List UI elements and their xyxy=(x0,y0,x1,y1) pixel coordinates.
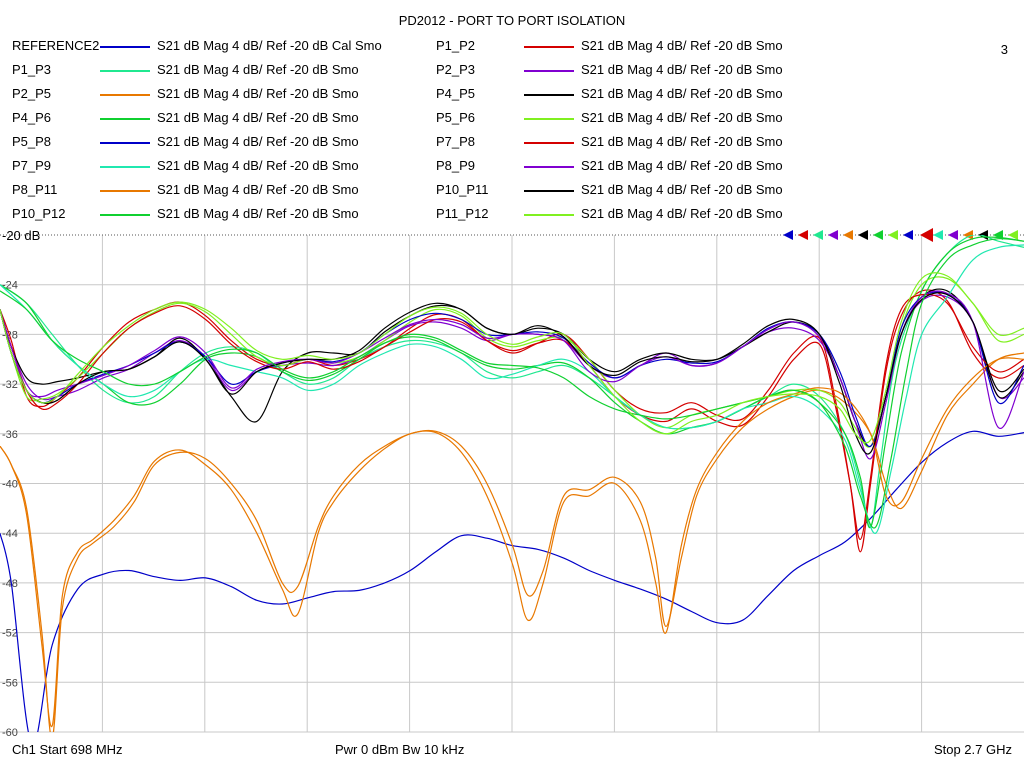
legend-trace-format: S21 dB Mag 4 dB/ Ref -20 dB Smo xyxy=(581,110,783,125)
legend-trace-name: P5_P8 xyxy=(12,134,52,149)
legend-line-swatch xyxy=(524,46,574,48)
legend-trace-format: S21 dB Mag 4 dB/ Ref -20 dB Smo xyxy=(157,158,359,173)
legend-trace-name: P11_P12 xyxy=(436,206,489,221)
y-tick-label: -56 xyxy=(2,677,18,689)
legend-trace-name: P10_P12 xyxy=(12,206,66,221)
legend-trace-name: P1_P3 xyxy=(12,62,52,77)
legend-trace-name: REFERENCE2 xyxy=(12,38,100,53)
legend-trace-name: P7_P9 xyxy=(12,158,52,173)
legend-line-swatch xyxy=(100,214,150,216)
y-axis-labels: -20 dB-24-28-32-36-40-44-48-52-56-60 xyxy=(2,228,40,739)
trace-p11-p12 xyxy=(0,272,1024,444)
legend-trace-name: P8_P9 xyxy=(436,158,476,173)
legend-line-swatch xyxy=(524,94,574,96)
legend-trace-format: S21 dB Mag 4 dB/ Ref -20 dB Smo xyxy=(581,182,783,197)
trace-p7-p8 xyxy=(0,293,1024,541)
y-tick-label: -60 xyxy=(2,727,18,739)
y-tick-label: -36 xyxy=(2,429,18,441)
legend-trace-format: S21 dB Mag 4 dB/ Ref -20 dB Smo xyxy=(581,206,783,221)
legend-trace-format: S21 dB Mag 4 dB/ Ref -20 dB Smo xyxy=(581,38,783,53)
reference-marker xyxy=(963,230,973,240)
reference-marker xyxy=(873,230,883,240)
trace-p8-p9 xyxy=(0,290,1024,460)
reference-marker xyxy=(920,228,933,242)
status-bar: Ch1 Start 698 MHz Pwr 0 dBm Bw 10 kHz St… xyxy=(0,742,1024,764)
power-bandwidth: Pwr 0 dBm Bw 10 kHz xyxy=(335,742,465,757)
reference-marker xyxy=(933,230,943,240)
legend-trace-format: S21 dB Mag 4 dB/ Ref -20 dB Smo xyxy=(157,86,359,101)
y-tick-label: -48 xyxy=(2,578,18,590)
y-tick-label: -52 xyxy=(2,628,18,640)
start-frequency: Ch1 Start 698 MHz xyxy=(12,742,123,757)
reference-marker xyxy=(1008,230,1018,240)
legend-trace-format: S21 dB Mag 4 dB/ Ref -20 dB Cal Smo xyxy=(157,38,382,53)
legend-trace-name: P4_P6 xyxy=(12,110,52,125)
reference-marker xyxy=(888,230,898,240)
legend-trace-name: P2_P5 xyxy=(12,86,52,101)
legend-trace-name: P5_P6 xyxy=(436,110,476,125)
trace-p10-p11 xyxy=(0,292,1024,455)
trace-p10-p12 xyxy=(0,238,1024,529)
y-tick-label: -32 xyxy=(2,379,18,391)
reference-level-label: -20 dB xyxy=(2,228,40,243)
y-tick-label: -40 xyxy=(2,479,18,491)
trace-reference2 xyxy=(0,430,1024,732)
legend-line-swatch xyxy=(524,70,574,72)
trace-p2-p5 xyxy=(0,352,1024,732)
legend-trace-format: S21 dB Mag 4 dB/ Ref -20 dB Smo xyxy=(157,206,359,221)
y-tick-label: -24 xyxy=(2,280,18,292)
legend-line-swatch xyxy=(100,118,150,120)
reference-marker xyxy=(798,230,808,240)
legend-trace-name: P8_P11 xyxy=(12,182,58,197)
plot-area[interactable]: -20 dB-24-28-32-36-40-44-48-52-56-60 xyxy=(0,228,1024,742)
reference-marker xyxy=(858,230,868,240)
chart-title: PD2012 - PORT TO PORT ISOLATION xyxy=(398,13,626,28)
legend-line-swatch xyxy=(100,142,150,144)
legend-trace-name: P7_P8 xyxy=(436,134,476,149)
trace-legend: REFERENCE2 S21 dB Mag 4 dB/ Ref -20 dB Ca… xyxy=(0,38,1024,234)
trace-markers xyxy=(783,228,1018,242)
legend-line-swatch xyxy=(524,166,574,168)
legend-trace-format: S21 dB Mag 4 dB/ Ref -20 dB Smo xyxy=(581,158,783,173)
legend-trace-name: P10_P11 xyxy=(436,182,489,197)
legend-trace-name: P2_P3 xyxy=(436,62,476,77)
reference-marker xyxy=(903,230,913,240)
legend-trace-name: P4_P5 xyxy=(436,86,476,101)
legend-line-swatch xyxy=(100,70,150,72)
legend-line-swatch xyxy=(524,118,574,120)
trace-p8-p11 xyxy=(0,357,1024,728)
legend-trace-format: S21 dB Mag 4 dB/ Ref -20 dB Smo xyxy=(157,134,359,149)
legend-trace-format: S21 dB Mag 4 dB/ Ref -20 dB Smo xyxy=(581,62,783,77)
legend-line-swatch xyxy=(100,46,150,48)
legend-trace-format: S21 dB Mag 4 dB/ Ref -20 dB Smo xyxy=(157,62,359,77)
traces xyxy=(0,235,1024,732)
legend-trace-name: P1_P2 xyxy=(436,38,476,53)
y-tick-label: -44 xyxy=(2,528,18,540)
legend-trace-format: S21 dB Mag 4 dB/ Ref -20 dB Smo xyxy=(157,110,359,125)
legend-line-swatch xyxy=(100,190,150,192)
legend-line-swatch xyxy=(524,190,574,192)
legend-line-swatch xyxy=(524,214,574,216)
reference-marker xyxy=(813,230,823,240)
reference-marker xyxy=(843,230,853,240)
legend-trace-format: S21 dB Mag 4 dB/ Ref -20 dB Smo xyxy=(581,86,783,101)
legend-line-swatch xyxy=(100,94,150,96)
legend-line-swatch xyxy=(100,166,150,168)
stop-frequency: Stop 2.7 GHz xyxy=(933,742,1012,757)
channel-number: 3 xyxy=(1000,42,1008,57)
reference-marker xyxy=(828,230,838,240)
grid xyxy=(0,234,1024,733)
reference-marker xyxy=(948,230,958,240)
legend-trace-format: S21 dB Mag 4 dB/ Ref -20 dB Smo xyxy=(581,134,783,149)
legend-trace-format: S21 dB Mag 4 dB/ Ref -20 dB Smo xyxy=(157,182,359,197)
legend-line-swatch xyxy=(524,142,574,144)
reference-marker xyxy=(783,230,793,240)
trace-p4-p6 xyxy=(0,236,1024,529)
